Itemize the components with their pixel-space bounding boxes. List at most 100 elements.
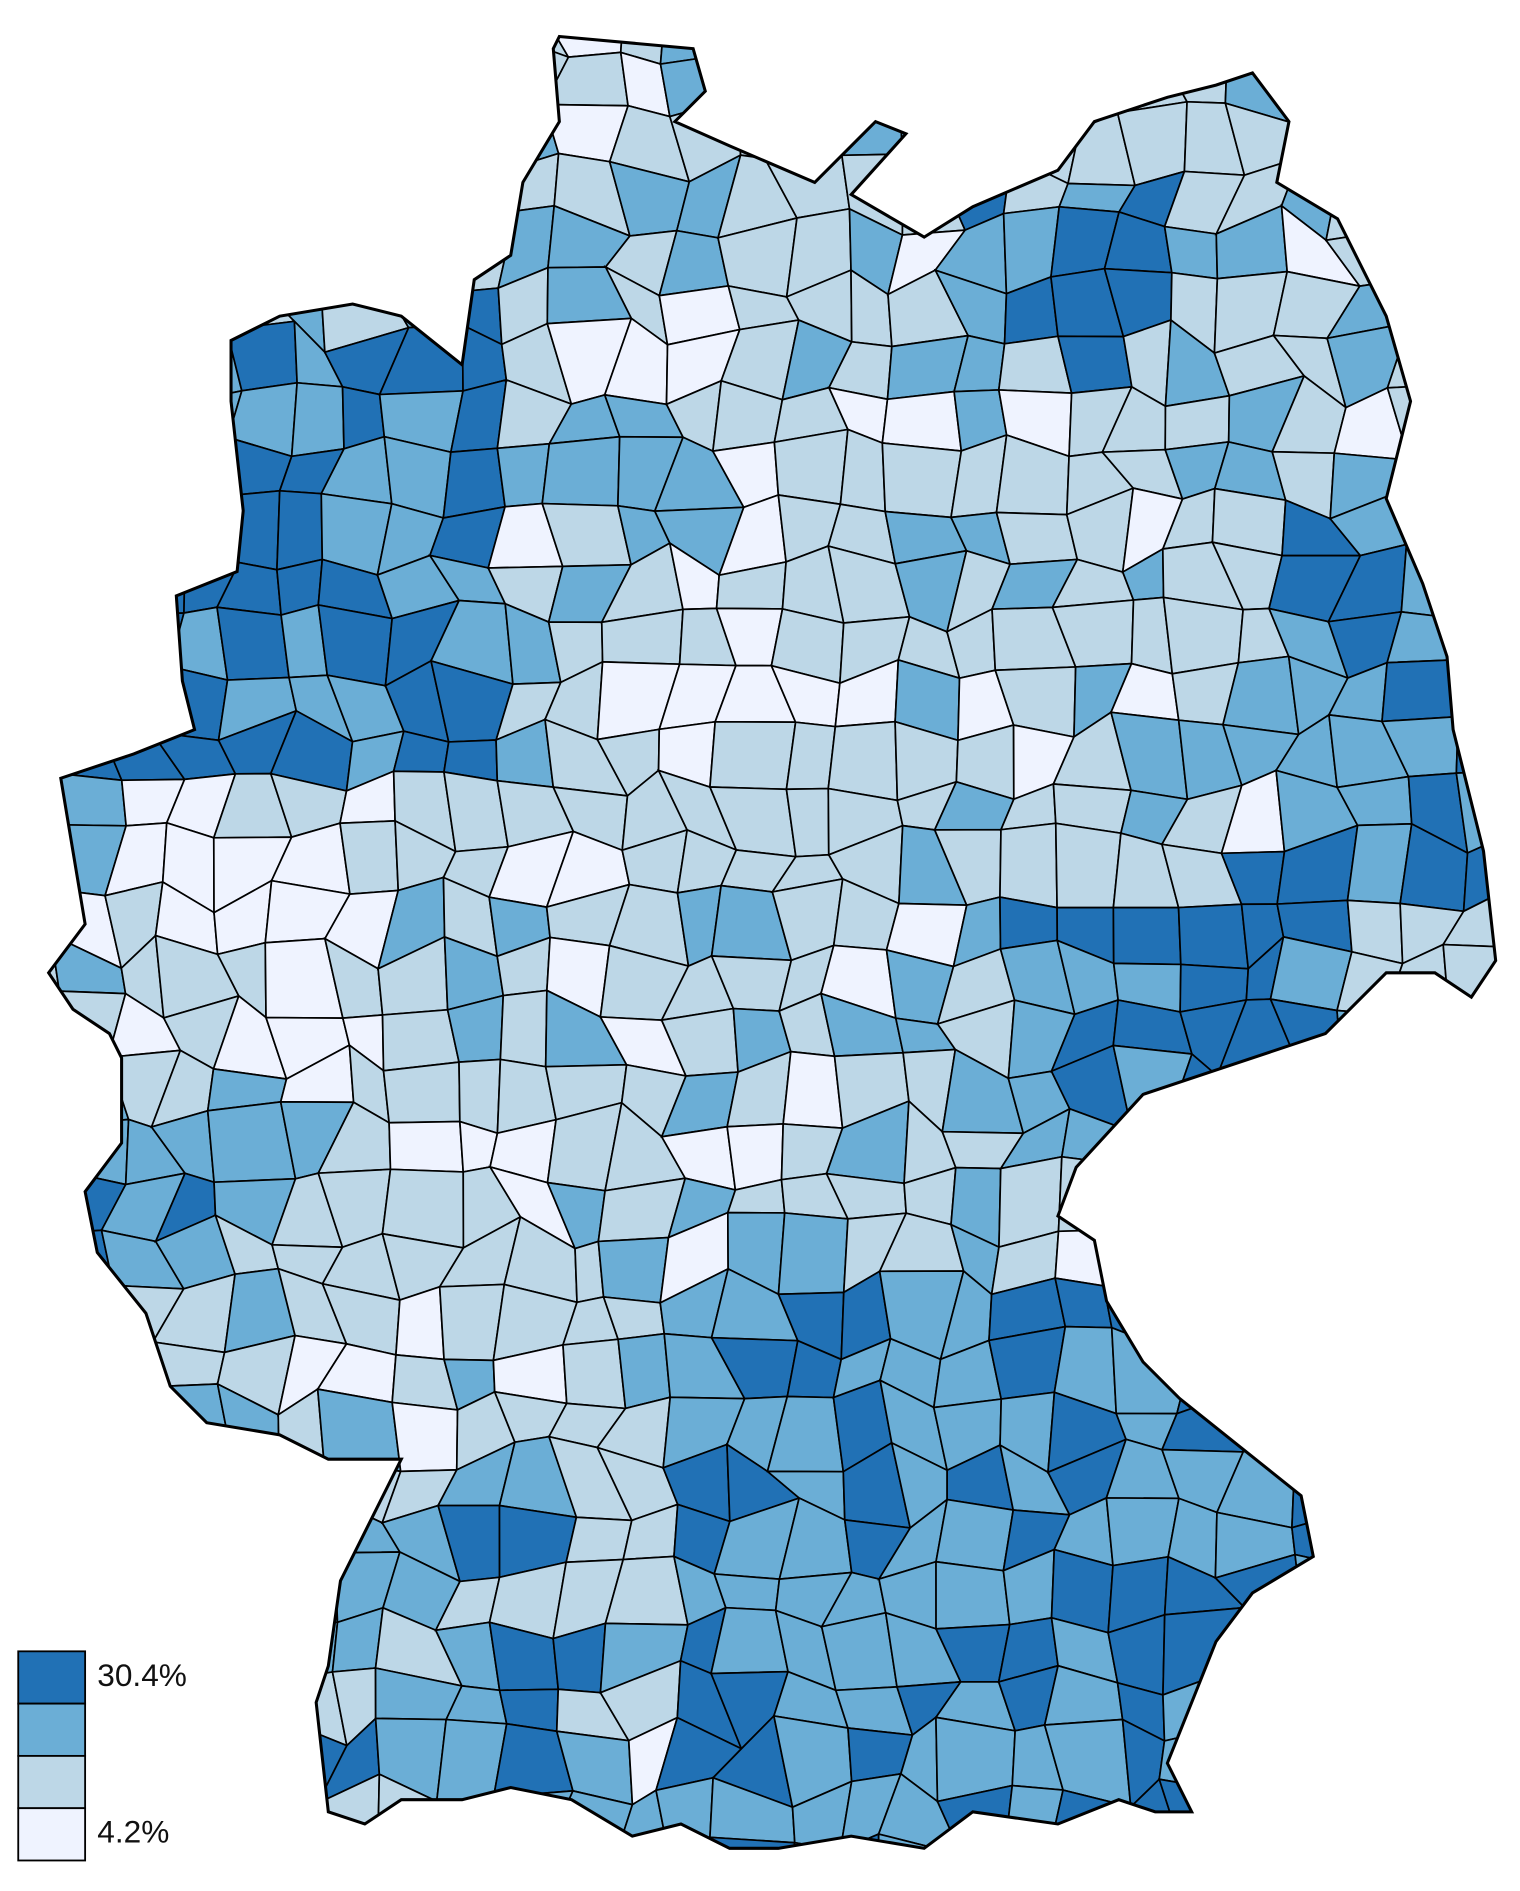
district [881, 442, 963, 519]
district [1449, 1493, 1496, 1583]
district [222, 1670, 285, 1743]
district [225, 1608, 292, 1682]
district [1502, 320, 1520, 397]
district [506, 152, 560, 212]
district [1500, 1274, 1520, 1355]
district [496, 442, 551, 508]
district [1223, 1285, 1301, 1340]
district [777, 1211, 849, 1296]
district [713, 1572, 781, 1612]
district [819, 55, 901, 113]
district [1159, 36, 1228, 68]
district [1353, 1715, 1403, 1803]
district [48, 449, 66, 513]
district [232, 36, 283, 73]
district [1493, 725, 1496, 774]
district [290, 381, 345, 458]
district [374, 209, 464, 293]
district [1287, 1104, 1360, 1188]
district [1450, 606, 1496, 668]
district [435, 1796, 495, 1849]
district [659, 36, 745, 66]
district [450, 38, 521, 123]
district [708, 1836, 796, 1849]
district [276, 489, 324, 571]
district [48, 990, 127, 1059]
district [111, 495, 187, 579]
district [782, 1050, 844, 1130]
district [709, 720, 797, 791]
district [1495, 1392, 1496, 1446]
district [383, 95, 453, 173]
district [111, 458, 183, 502]
district [60, 1463, 108, 1522]
district [167, 109, 227, 182]
district [1336, 1009, 1412, 1066]
district [491, 36, 571, 59]
district [48, 1394, 63, 1468]
district [773, 428, 849, 506]
district [499, 989, 548, 1068]
district [1447, 1392, 1496, 1442]
district [48, 1229, 115, 1295]
district [112, 394, 182, 462]
district [158, 1438, 240, 1529]
district [96, 154, 170, 242]
district [96, 212, 173, 277]
district [52, 495, 116, 575]
district [1380, 1608, 1465, 1672]
district [108, 335, 165, 409]
district [48, 212, 115, 287]
district [163, 1785, 235, 1845]
district [1337, 1660, 1403, 1744]
district [901, 152, 967, 236]
district [204, 273, 297, 331]
district [120, 105, 178, 158]
district [205, 212, 288, 293]
district [155, 328, 243, 409]
district [1292, 106, 1341, 187]
district [1174, 1162, 1223, 1231]
district [1104, 1839, 1182, 1849]
district [935, 1560, 1011, 1630]
district [48, 105, 123, 164]
district [48, 63, 124, 125]
district [1516, 165, 1520, 237]
district [1269, 36, 1361, 67]
district [1354, 1278, 1405, 1337]
district [263, 104, 343, 159]
district [48, 1339, 124, 1411]
district [546, 1851, 615, 1891]
district [881, 66, 936, 110]
district [48, 888, 61, 947]
district [1334, 1566, 1408, 1618]
district [1390, 1332, 1469, 1401]
district [1112, 906, 1182, 966]
district [1216, 1674, 1277, 1729]
district [1298, 1234, 1357, 1297]
district [48, 666, 66, 745]
district [99, 1514, 161, 1566]
district [317, 603, 394, 687]
district [1126, 36, 1168, 54]
district [1441, 882, 1496, 949]
district [159, 1719, 234, 1791]
district [1439, 1100, 1496, 1194]
district [155, 274, 228, 350]
district [763, 104, 844, 160]
district [665, 1836, 723, 1849]
district [48, 1123, 68, 1173]
district [1438, 42, 1496, 110]
district [1500, 1228, 1520, 1275]
district [206, 104, 295, 182]
district [1391, 96, 1470, 176]
district [1380, 160, 1471, 234]
district [1455, 715, 1496, 775]
district [1335, 1608, 1393, 1698]
district [562, 1338, 627, 1410]
district [1408, 428, 1473, 496]
district [1326, 1397, 1393, 1469]
district [820, 1611, 898, 1692]
district [109, 612, 186, 668]
district [1274, 1716, 1362, 1802]
